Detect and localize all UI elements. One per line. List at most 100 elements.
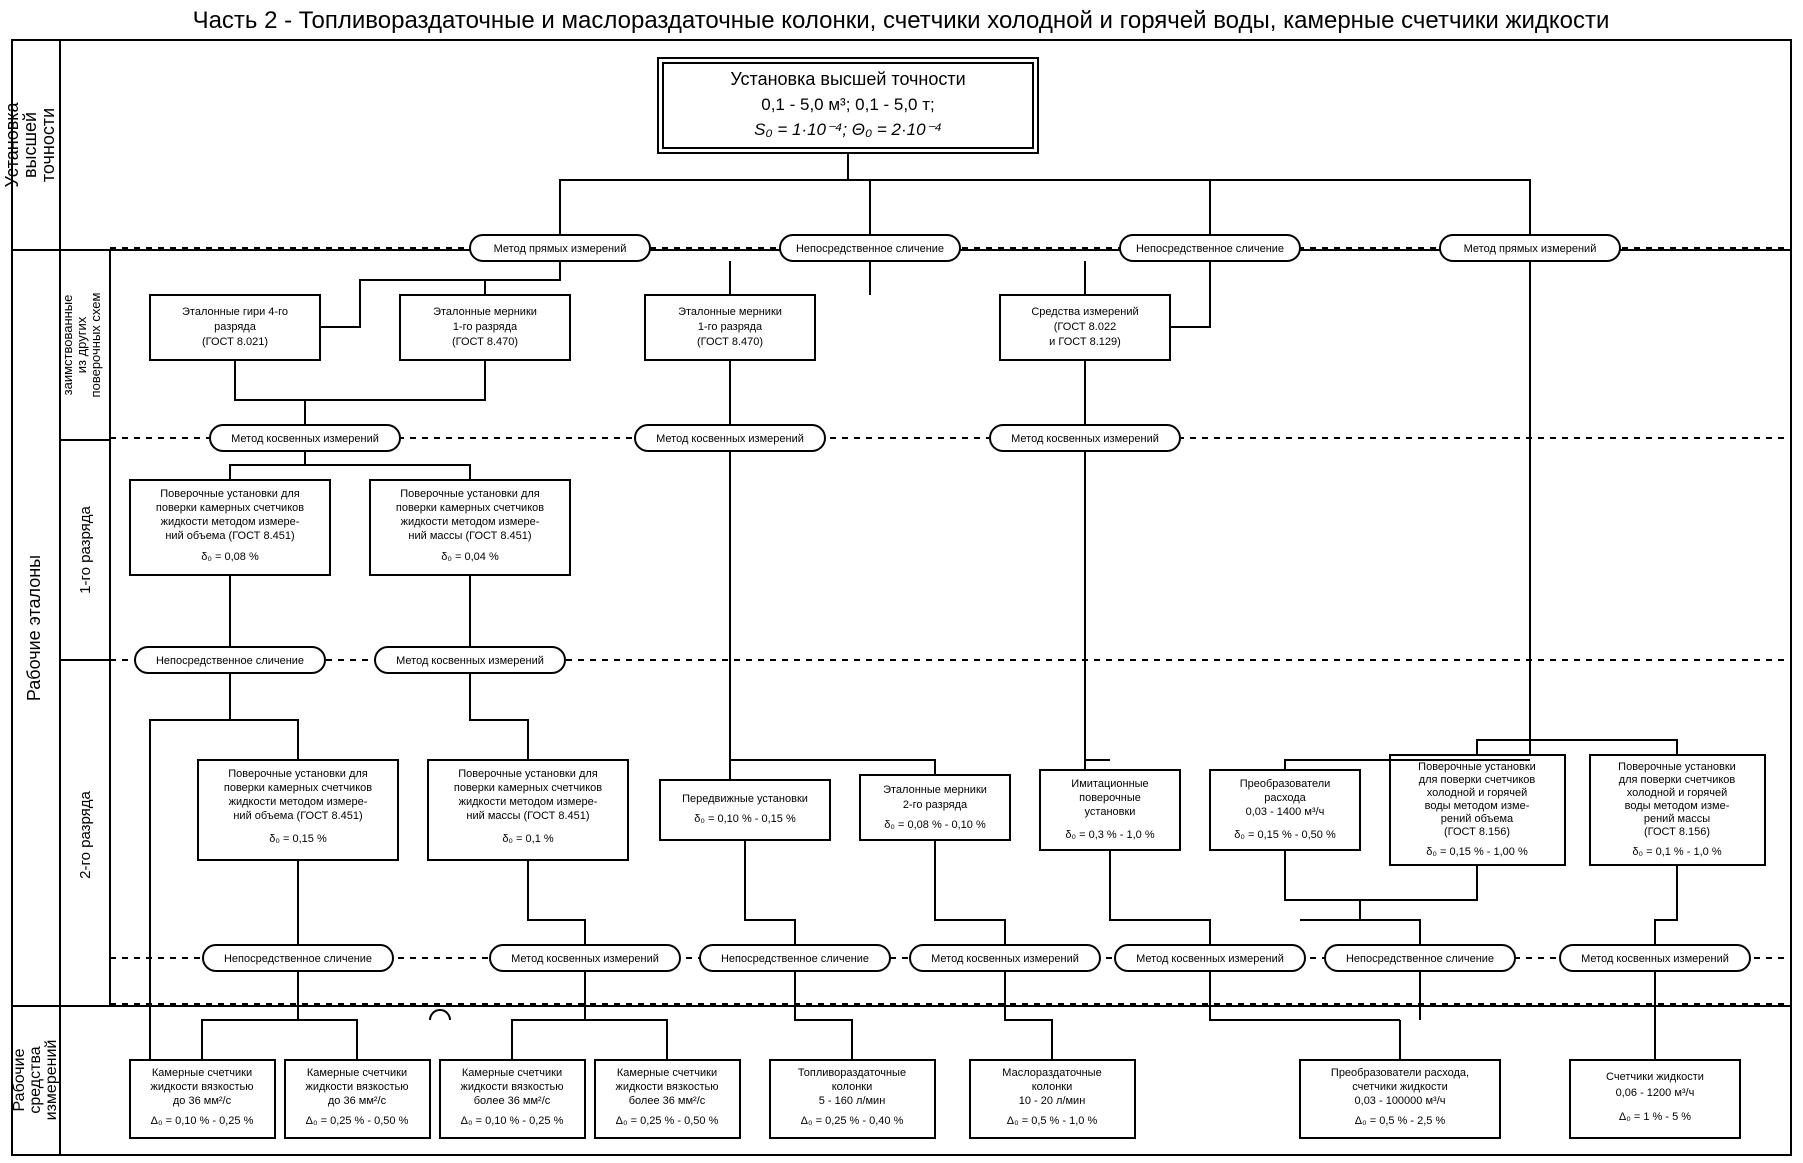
wm-b5: Топливораздаточные колонки 5 - 160 л/мин… bbox=[770, 1060, 935, 1138]
lvl4-b8: Поверочные установки для поверки счетчик… bbox=[1590, 755, 1765, 865]
svg-text:ний массы (ГОСТ 8.451): ний массы (ГОСТ 8.451) bbox=[408, 530, 531, 542]
svg-text:Рабочие эталоны: Рабочие эталоны bbox=[24, 555, 44, 701]
pill-compare-2: Непосредственное сличение bbox=[1120, 235, 1300, 261]
svg-text:Метод косвенных измерений: Метод косвенных измерений bbox=[656, 433, 804, 445]
svg-text:расхода: расхода bbox=[1264, 792, 1306, 804]
svg-text:Поверочные установки: Поверочные установки bbox=[1618, 761, 1736, 773]
svg-text:δ₀ = 0,08 % - 0,10 %: δ₀ = 0,08 % - 0,10 % bbox=[884, 819, 986, 831]
svg-text:Δ₀ = 0,25 % - 0,50 %: Δ₀ = 0,25 % - 0,50 % bbox=[616, 1115, 719, 1127]
lvl2-b3: Эталонные мерники 1-го разряда (ГОСТ 8.4… bbox=[645, 295, 815, 360]
svg-text:5 - 160 л/мин: 5 - 160 л/мин bbox=[819, 1095, 886, 1107]
lvl4-b6: Преобразователи расхода 0,03 - 1400 м³/ч… bbox=[1210, 770, 1360, 850]
svg-text:2-го разряда: 2-го разряда bbox=[903, 799, 968, 811]
lvl3-l2: Поверочные установки для поверки камерны… bbox=[370, 480, 570, 575]
svg-text:0,06 - 1200 м³/ч: 0,06 - 1200 м³/ч bbox=[1616, 1087, 1695, 1099]
svg-text:Маслораздаточные: Маслораздаточные bbox=[1002, 1067, 1101, 1079]
svg-text:δ₀ = 0,15 %: δ₀ = 0,15 % bbox=[269, 833, 327, 845]
svg-text:Δ₀ = 0,5 % - 2,5 %: Δ₀ = 0,5 % - 2,5 % bbox=[1355, 1115, 1446, 1127]
pill-direct-1: Метод прямых измерений bbox=[470, 235, 650, 261]
svg-text:Непосредственное сличение: Непосредственное сличение bbox=[721, 953, 869, 965]
page-title: Часть 2 - Топливораздаточные и маслоразд… bbox=[193, 7, 1610, 34]
lvl4-b1: Поверочные установки для поверки камерны… bbox=[198, 760, 398, 860]
svg-text:1-го разряда: 1-го разряда bbox=[77, 505, 94, 593]
svg-text:S₀ = 1·10⁻⁴; Θ₀ = 2·10⁻⁴: S₀ = 1·10⁻⁴; Θ₀ = 2·10⁻⁴ bbox=[754, 120, 942, 139]
svg-text:Поверочные установки для: Поверочные установки для bbox=[228, 768, 368, 780]
svg-text:(ГОСТ 8.156): (ГОСТ 8.156) bbox=[1444, 826, 1510, 838]
svg-text:жидкости методом измере-: жидкости методом измере- bbox=[459, 796, 598, 808]
svg-text:δ₀ = 0,3 % - 1,0 %: δ₀ = 0,3 % - 1,0 % bbox=[1065, 829, 1154, 841]
svg-text:жидкости методом измере-: жидкости методом измере- bbox=[229, 796, 368, 808]
pill-indirect-7: Метод косвенных измерений bbox=[1115, 945, 1305, 971]
svg-text:Δ₀ = 0,5 % - 1,0 %: Δ₀ = 0,5 % - 1,0 % bbox=[1007, 1115, 1098, 1127]
svg-text:δ₀ = 0,10 % - 0,15 %: δ₀ = 0,10 % - 0,15 % bbox=[694, 813, 796, 825]
svg-text:Камерные счетчики: Камерные счетчики bbox=[152, 1067, 252, 1079]
svg-text:Преобразователи: Преобразователи bbox=[1240, 778, 1331, 790]
pill-compare-4: Непосредственное сличение bbox=[203, 945, 393, 971]
svg-text:Δ₀ = 1 % - 5 %: Δ₀ = 1 % - 5 % bbox=[1619, 1111, 1691, 1123]
svg-text:δ₀ = 0,15 % - 1,00 %: δ₀ = 0,15 % - 1,00 % bbox=[1426, 846, 1528, 858]
svg-text:10 - 20 л/мин: 10 - 20 л/мин bbox=[1019, 1095, 1086, 1107]
pill-compare-3: Непосредственное сличение bbox=[135, 647, 325, 673]
svg-text:высшей: высшей bbox=[20, 112, 40, 178]
svg-text:Камерные счетчики: Камерные счетчики bbox=[307, 1067, 407, 1079]
outer-frame bbox=[12, 40, 1791, 1155]
svg-text:холодной и горячей: холодной и горячей bbox=[1627, 787, 1728, 799]
svg-text:δ₀ = 0,04 %: δ₀ = 0,04 % bbox=[441, 551, 499, 563]
svg-text:(ГОСТ 8.021): (ГОСТ 8.021) bbox=[202, 336, 268, 348]
pill-indirect-8: Метод косвенных измерений bbox=[1560, 945, 1750, 971]
lvl3-l1: Поверочные установки для поверки камерны… bbox=[130, 480, 330, 575]
svg-text:1-го разряда: 1-го разряда bbox=[698, 321, 763, 333]
svg-text:Камерные счетчики: Камерные счетчики bbox=[462, 1067, 562, 1079]
lvl4-b5: Имитационные поверочные установки δ₀ = 0… bbox=[1040, 770, 1180, 850]
svg-text:Установка высшей точности: Установка высшей точности bbox=[730, 69, 965, 89]
svg-text:Эталонные мерники: Эталонные мерники bbox=[433, 306, 537, 318]
svg-text:поверочных схем: поверочных схем bbox=[88, 293, 103, 398]
sidebar-sub-c: 2-го разряда bbox=[77, 790, 94, 878]
svg-text:для поверки счетчиков: для поверки счетчиков bbox=[1619, 774, 1736, 786]
svg-text:жидкости методом измере-: жидкости методом измере- bbox=[401, 516, 540, 528]
svg-text:холодной и горячей: холодной и горячей bbox=[1427, 787, 1528, 799]
svg-text:Δ₀ = 0,25 % - 0,50 %: Δ₀ = 0,25 % - 0,50 % bbox=[306, 1115, 409, 1127]
svg-text:Метод косвенных измерений: Метод косвенных измерений bbox=[396, 655, 544, 667]
svg-text:и ГОСТ 8.129): и ГОСТ 8.129) bbox=[1049, 336, 1121, 348]
svg-text:разряда: разряда bbox=[214, 321, 257, 333]
sidebar-bottom: Рабочие средства измерений bbox=[11, 1040, 60, 1121]
pill-indirect-3: Метод косвенных измерений bbox=[990, 425, 1180, 451]
wm-b7: Преобразователи расхода, счетчики жидкос… bbox=[1300, 1060, 1500, 1138]
pill-compare-1: Непосредственное сличение bbox=[780, 235, 960, 261]
svg-text:установки: установки bbox=[1085, 806, 1136, 818]
svg-text:(ГОСТ 8.022: (ГОСТ 8.022 bbox=[1054, 321, 1116, 333]
svg-text:рений массы: рений массы bbox=[1644, 813, 1710, 825]
svg-text:Поверочные установки для: Поверочные установки для bbox=[400, 488, 540, 500]
pill-indirect-6: Метод косвенных измерений bbox=[910, 945, 1100, 971]
svg-text:δ₀ = 0,08 %: δ₀ = 0,08 % bbox=[201, 551, 259, 563]
svg-text:Метод прямых измерений: Метод прямых измерений bbox=[494, 243, 627, 255]
svg-text:Метод косвенных измерений: Метод косвенных измерений bbox=[1581, 953, 1729, 965]
svg-text:(ГОСТ 8.470): (ГОСТ 8.470) bbox=[697, 336, 763, 348]
svg-text:жидкости вязкостью: жидкости вязкостью bbox=[615, 1081, 718, 1093]
svg-text:Передвижные установки: Передвижные установки bbox=[682, 793, 808, 805]
svg-text:Поверочные установки для: Поверочные установки для bbox=[160, 488, 300, 500]
svg-text:колонки: колонки bbox=[832, 1081, 873, 1093]
svg-text:Метод косвенных измерений: Метод косвенных измерений bbox=[511, 953, 659, 965]
pill-compare-5: Непосредственное сличение bbox=[700, 945, 890, 971]
svg-text:ний объема (ГОСТ 8.451): ний объема (ГОСТ 8.451) bbox=[233, 810, 362, 822]
svg-text:поверки камерных счетчиков: поверки камерных счетчиков bbox=[396, 502, 544, 514]
lvl4-b2: Поверочные установки для поверки камерны… bbox=[428, 760, 628, 860]
svg-text:поверки камерных счетчиков: поверки камерных счетчиков bbox=[454, 782, 602, 794]
svg-text:δ₀ = 0,15 % - 0,50 %: δ₀ = 0,15 % - 0,50 % bbox=[1234, 829, 1336, 841]
svg-text:Средства измерений: Средства измерений bbox=[1031, 306, 1138, 318]
svg-text:средства: средства bbox=[27, 1046, 44, 1113]
sidebar-middle: Рабочие эталоны bbox=[24, 555, 44, 701]
pill-indirect-4: Метод косвенных измерений bbox=[375, 647, 565, 673]
svg-text:счетчики жидкости: счетчики жидкости bbox=[1352, 1081, 1447, 1093]
svg-text:ний объема (ГОСТ 8.451): ний объема (ГОСТ 8.451) bbox=[165, 530, 294, 542]
wm-b1: Камерные счетчики жидкости вязкостью до … bbox=[130, 1060, 275, 1138]
wm-b4: Камерные счетчики жидкости вязкостью бол… bbox=[595, 1060, 740, 1138]
svg-text:Непосредственное сличение: Непосредственное сличение bbox=[1136, 243, 1284, 255]
pill-indirect-5: Метод косвенных измерений bbox=[490, 945, 680, 971]
pill-compare-6: Непосредственное сличение bbox=[1325, 945, 1515, 971]
svg-text:Метод косвенных измерений: Метод косвенных измерений bbox=[1136, 953, 1284, 965]
svg-text:Непосредственное сличение: Непосредственное сличение bbox=[1346, 953, 1494, 965]
wm-b8: Счетчики жидкости 0,06 - 1200 м³/ч Δ₀ = … bbox=[1570, 1060, 1740, 1138]
